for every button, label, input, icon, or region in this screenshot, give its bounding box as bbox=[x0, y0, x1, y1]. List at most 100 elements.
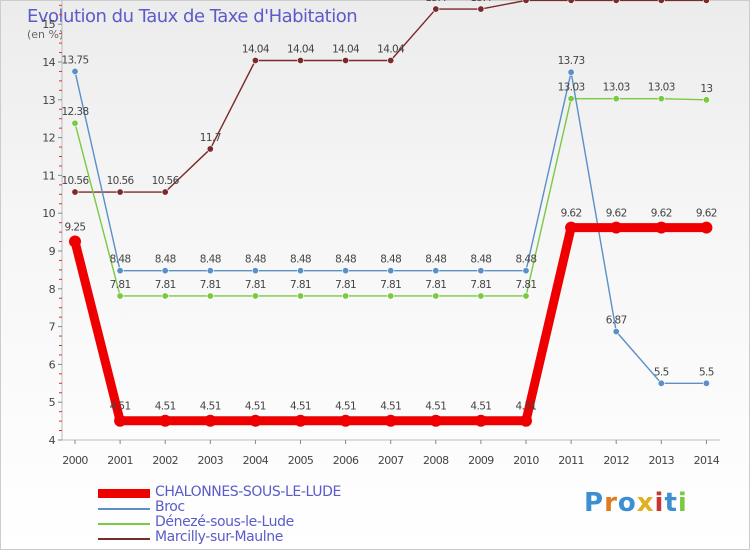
logo-letter: i bbox=[654, 488, 665, 518]
data-label: 7.81 bbox=[290, 279, 311, 291]
data-label: 9.62 bbox=[561, 208, 582, 220]
data-label: 4.51 bbox=[425, 401, 446, 413]
series-point-0 bbox=[700, 221, 713, 234]
y-tick-label: 6 bbox=[49, 358, 56, 371]
data-label: 14.04 bbox=[287, 43, 315, 55]
x-tick-label: 2003 bbox=[197, 454, 223, 467]
series-point-1 bbox=[206, 267, 214, 275]
series-point-3 bbox=[567, 0, 575, 4]
chart-title: Evolution du Taux de Taxe d'Habitation bbox=[27, 6, 358, 27]
x-tick-label: 2009 bbox=[468, 454, 494, 467]
data-label: 7.81 bbox=[245, 279, 266, 291]
x-tick-label: 2000 bbox=[62, 454, 88, 467]
data-label: 8.48 bbox=[245, 254, 266, 266]
series-point-2 bbox=[612, 95, 620, 103]
y-tick-label: 9 bbox=[49, 245, 56, 258]
series-line-3 bbox=[74, 0, 708, 193]
data-label: 5.5 bbox=[654, 366, 669, 378]
data-label: 7.81 bbox=[200, 279, 221, 291]
series-point-2 bbox=[522, 292, 530, 300]
chart-axes: 4567891011121314151620002001200220032004… bbox=[42, 0, 720, 467]
series-point-2 bbox=[206, 292, 214, 300]
data-label: 8.48 bbox=[335, 254, 356, 266]
series-point-1 bbox=[657, 379, 665, 387]
series-point-1 bbox=[251, 267, 259, 275]
proxiti-logo: Proxiti bbox=[584, 488, 688, 518]
series-point-3 bbox=[657, 0, 665, 4]
data-label: 10.56 bbox=[107, 175, 135, 187]
legend-swatch-deneze bbox=[98, 523, 150, 525]
chart-series bbox=[69, 0, 713, 427]
series-point-0 bbox=[204, 414, 217, 427]
chart-data-labels: 10.56 10.56 10.56 11.7 14.04 14.04 14.04 14.04 1… bbox=[61, 0, 717, 413]
series-point-3 bbox=[387, 56, 395, 64]
legend-swatch-broc bbox=[98, 508, 150, 510]
series-point-2 bbox=[657, 95, 665, 103]
x-tick-label: 2008 bbox=[423, 454, 449, 467]
data-label: 4.51 bbox=[516, 401, 537, 413]
data-label: 11.7 bbox=[200, 132, 221, 144]
legend-swatch-chalonnes bbox=[98, 489, 150, 498]
logo-letter: i bbox=[677, 488, 688, 518]
data-label: 7.81 bbox=[110, 279, 131, 291]
data-label: 8.48 bbox=[516, 254, 537, 266]
x-tick-label: 2005 bbox=[288, 454, 314, 467]
series-point-3 bbox=[251, 56, 259, 64]
data-label: 10.56 bbox=[152, 175, 180, 187]
logo-letter: P bbox=[584, 488, 605, 518]
data-label: 4.51 bbox=[110, 401, 131, 413]
series-point-0 bbox=[69, 235, 81, 248]
data-label: 9.62 bbox=[651, 208, 672, 220]
data-label: 13.03 bbox=[648, 82, 675, 94]
series-line-2 bbox=[74, 97, 708, 297]
series-point-3 bbox=[612, 0, 620, 4]
series-point-0 bbox=[610, 221, 623, 234]
data-label: 8.48 bbox=[200, 254, 221, 266]
x-tick-label: 2006 bbox=[333, 454, 359, 467]
series-point-2 bbox=[296, 292, 304, 300]
x-tick-label: 2001 bbox=[107, 454, 133, 467]
logo-letter: o bbox=[617, 488, 637, 518]
series-point-1 bbox=[342, 267, 350, 275]
data-label: 6.87 bbox=[606, 315, 627, 327]
legend-swatch-marcilly bbox=[98, 538, 150, 540]
series-point-3 bbox=[296, 56, 304, 64]
data-label: 4.51 bbox=[245, 401, 266, 413]
x-tick-label: 2004 bbox=[243, 454, 269, 467]
data-label: 8.48 bbox=[290, 254, 311, 266]
data-label: 4.51 bbox=[290, 401, 311, 413]
series-point-0 bbox=[520, 414, 532, 427]
series-point-2 bbox=[116, 292, 124, 300]
data-label: 10.56 bbox=[61, 175, 89, 187]
series-point-3 bbox=[116, 188, 124, 196]
data-label: 14.04 bbox=[377, 43, 405, 55]
y-tick-label: 14 bbox=[42, 56, 55, 69]
series-point-0 bbox=[384, 414, 397, 427]
data-label: 9.25 bbox=[65, 222, 86, 234]
data-label: 4.51 bbox=[200, 401, 221, 413]
data-label: 13 bbox=[700, 83, 712, 95]
series-point-2 bbox=[567, 95, 575, 103]
data-label: 9.62 bbox=[606, 208, 627, 220]
series-point-1 bbox=[522, 267, 530, 275]
data-label: 7.81 bbox=[335, 279, 356, 291]
data-label: 4.51 bbox=[470, 401, 491, 413]
x-tick-label: 2007 bbox=[378, 454, 404, 467]
data-label: 15.4 bbox=[425, 0, 447, 4]
series-point-1 bbox=[71, 67, 79, 75]
series-point-0 bbox=[294, 414, 307, 427]
series-point-3 bbox=[477, 5, 485, 13]
series-point-3 bbox=[702, 0, 710, 4]
data-label: 7.81 bbox=[380, 279, 401, 291]
x-tick-label: 2010 bbox=[513, 454, 539, 467]
series-point-3 bbox=[522, 0, 530, 4]
x-tick-label: 2013 bbox=[648, 454, 674, 467]
data-label: 7.81 bbox=[425, 279, 446, 291]
series-point-1 bbox=[477, 267, 485, 275]
data-label: 7.81 bbox=[470, 279, 491, 291]
y-tick-label: 8 bbox=[49, 283, 56, 296]
series-point-1 bbox=[702, 379, 710, 387]
series-point-1 bbox=[567, 68, 575, 76]
